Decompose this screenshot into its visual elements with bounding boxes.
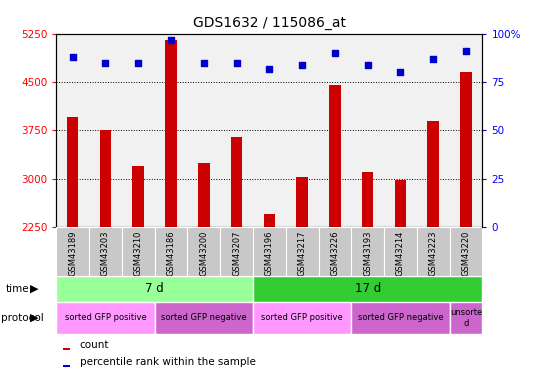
Text: GSM43214: GSM43214 [396,231,405,276]
Bar [154,302,253,334]
Point [265,66,274,72]
Text: GSM43207: GSM43207 [232,231,241,276]
Bar [165,40,177,227]
Text: GSM43186: GSM43186 [167,231,175,276]
Text: time: time [5,284,29,294]
Bar [231,137,242,227]
Point [429,56,437,62]
Bar [450,227,482,276]
Point [331,50,339,56]
Bar [394,180,406,227]
Bar [89,227,122,276]
Bar [417,34,450,227]
Bar [362,172,374,227]
Point [134,60,143,66]
Text: sorted GFP negative: sorted GFP negative [161,314,247,322]
Text: sorted GFP positive: sorted GFP positive [64,314,146,322]
Bar [122,34,154,227]
Bar [220,227,253,276]
Point [396,69,405,75]
Bar [296,177,308,227]
Text: 7 d: 7 d [145,282,164,295]
Bar [63,365,70,367]
Text: ▶: ▶ [29,313,38,323]
Text: GSM43203: GSM43203 [101,231,110,276]
Text: count: count [80,340,109,350]
Bar [417,227,450,276]
Bar [63,348,70,350]
Bar [100,130,111,227]
Bar [253,227,286,276]
Bar [286,34,318,227]
Text: GSM43223: GSM43223 [429,231,438,276]
Bar [253,276,482,302]
Text: GSM43210: GSM43210 [133,231,143,276]
Bar [154,227,188,276]
Bar [89,34,122,227]
Text: GSM43189: GSM43189 [68,231,77,276]
Point [232,60,241,66]
Bar [318,34,351,227]
Bar [384,34,417,227]
Bar [318,227,351,276]
Bar [286,227,318,276]
Bar [351,34,384,227]
Bar [154,34,188,227]
Bar [67,117,78,227]
Bar [132,166,144,227]
Text: percentile rank within the sample: percentile rank within the sample [80,357,256,367]
Bar [450,34,482,227]
Bar [428,121,439,227]
Bar [56,34,89,227]
Text: GSM43226: GSM43226 [330,231,339,276]
Bar [253,302,351,334]
Text: GSM43217: GSM43217 [297,231,307,276]
Bar [188,227,220,276]
Bar [188,34,220,227]
Text: GSM43193: GSM43193 [363,231,372,276]
Point [167,36,175,42]
Bar [460,72,472,227]
Point [69,54,77,60]
Point [461,48,470,54]
Bar [56,302,154,334]
Text: GSM43220: GSM43220 [461,231,471,276]
Point [363,62,372,68]
Bar [450,302,482,334]
Point [199,60,208,66]
Text: sorted GFP positive: sorted GFP positive [261,314,343,322]
Bar [56,227,89,276]
Bar [198,162,210,227]
Bar [329,85,341,227]
Text: ▶: ▶ [29,284,38,294]
Bar [351,302,450,334]
Text: GSM43196: GSM43196 [265,231,274,276]
Bar [351,227,384,276]
Text: 17 d: 17 d [354,282,381,295]
Text: sorted GFP negative: sorted GFP negative [358,314,443,322]
Text: unsorte
d: unsorte d [450,308,482,327]
Text: GSM43200: GSM43200 [199,231,209,276]
Bar [384,227,417,276]
Bar [56,276,253,302]
Point [101,60,110,66]
Point [298,62,307,68]
Bar [122,227,154,276]
Bar [220,34,253,227]
Text: protocol: protocol [1,313,43,323]
Bar [264,214,275,227]
Title: GDS1632 / 115086_at: GDS1632 / 115086_at [193,16,346,30]
Bar [253,34,286,227]
